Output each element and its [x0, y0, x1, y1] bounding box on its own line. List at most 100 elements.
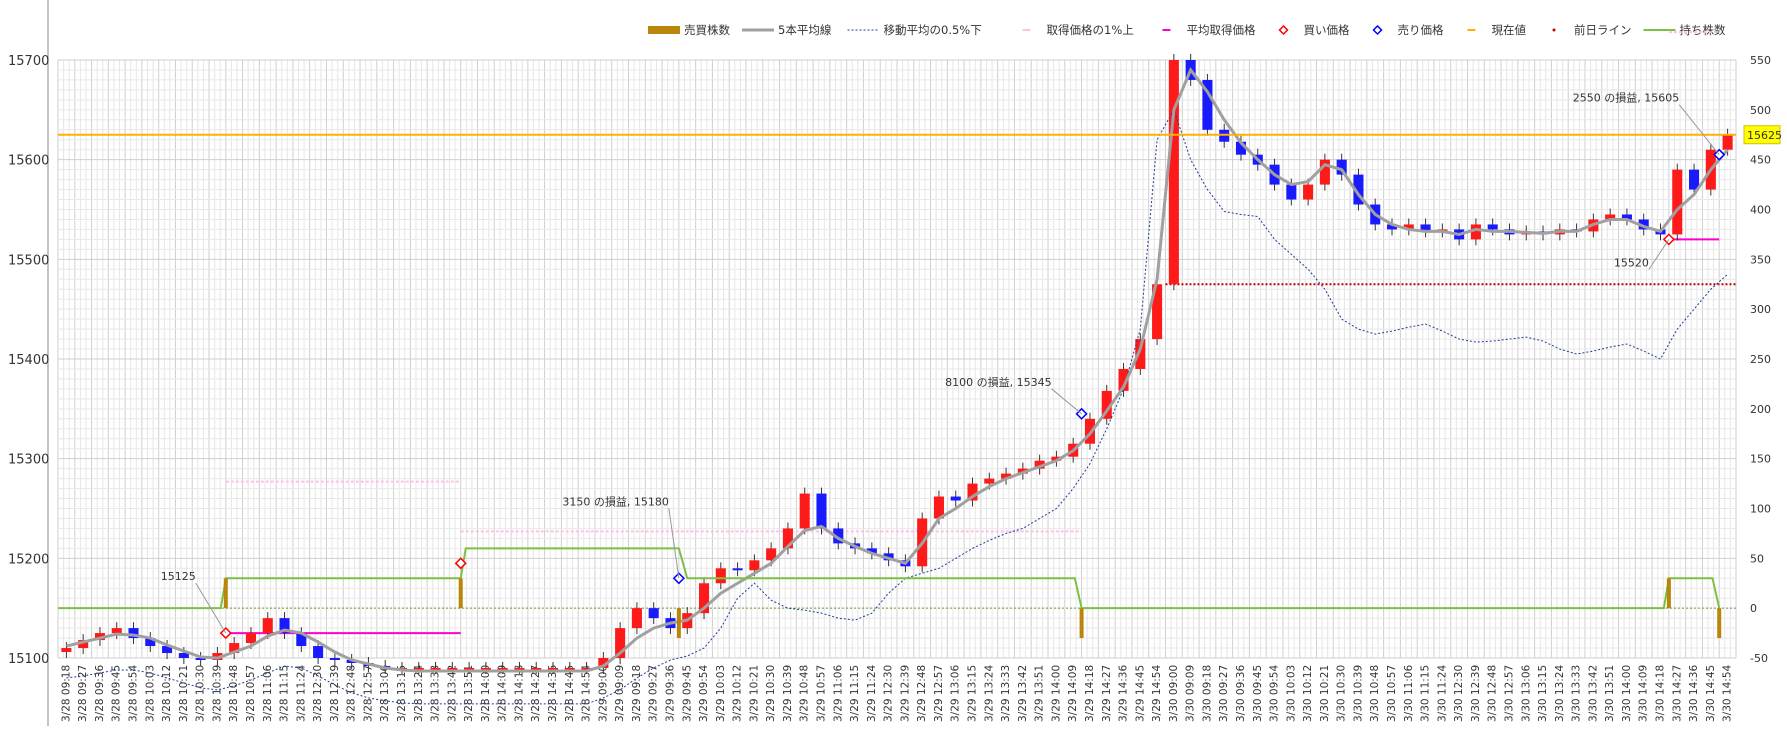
legend-label: 平均取得価格: [1187, 23, 1256, 37]
x-tick-label: 3/29 13:24: [983, 665, 995, 722]
candle-body: [1118, 368, 1129, 391]
x-tick-label: 3/28 09:54: [128, 665, 140, 722]
legend-item: 売り価格: [1372, 23, 1444, 37]
candle-body: [933, 496, 944, 519]
y-right-tick-label: 450: [1750, 154, 1771, 167]
x-tick-label: 3/29 12:30: [883, 665, 895, 722]
x-tick-label: 3/30 10:48: [1369, 665, 1381, 722]
annotation-label: 8100 の損益, 15345: [945, 375, 1051, 389]
annotation-leader: [195, 582, 227, 634]
volume-bar: [1079, 608, 1084, 639]
x-tick-label: 3/28 11:15: [279, 665, 291, 722]
candle-body: [262, 618, 273, 634]
legend-label: 買い価格: [1304, 23, 1350, 37]
x-tick-label: 3/30 12:48: [1487, 665, 1499, 722]
x-tick-label: 3/28 10:57: [245, 665, 257, 722]
x-tick-label: 3/29 14:18: [1084, 665, 1096, 722]
x-tick-label: 3/30 09:54: [1269, 665, 1281, 722]
x-tick-label: 3/29 12:57: [933, 665, 945, 722]
candle-body: [1152, 284, 1163, 340]
x-tick-label: 3/30 13:51: [1604, 665, 1616, 722]
x-tick-label: 3/28 14:27: [530, 665, 542, 722]
x-tick-label: 3/28 13:51: [463, 665, 475, 722]
legend-label: 5本平均線: [778, 23, 832, 37]
candle-body: [1336, 159, 1347, 175]
x-tick-label: 3/29 12:48: [916, 665, 928, 722]
plot-grid: [57, 59, 1737, 659]
annotation-leader: [1051, 388, 1082, 415]
y-left-tick-label: 15700: [8, 54, 49, 69]
y-left-tick-label: 15500: [8, 253, 49, 268]
candle-body: [162, 646, 173, 654]
x-tick-label: 3/29 10:12: [732, 665, 744, 722]
annotation-label: 15520: [1614, 256, 1649, 269]
candle-body: [950, 496, 961, 501]
x-tick-label: 3/29 11:06: [832, 665, 844, 722]
candle-body: [816, 493, 827, 529]
candle-body: [1286, 184, 1297, 200]
x-tick-label: 3/30 13:06: [1520, 665, 1532, 722]
series-layer: 15625 15125 3150 の損益, 15180 8100 の損益, 15345…: [58, 31, 1782, 705]
candle-body: [766, 548, 777, 561]
candle-body: [1420, 224, 1431, 232]
candle-body: [782, 528, 793, 549]
legend-label: 移動平均の0.5%下: [884, 23, 982, 37]
candle-body: [296, 633, 307, 647]
x-tick-label: 3/29 10:21: [748, 665, 760, 722]
candle-body: [833, 528, 844, 544]
legend-swatch-diamond: [1372, 24, 1383, 36]
candle-body: [1202, 79, 1213, 130]
candle-body: [1353, 174, 1364, 205]
x-tick-label: 3/29 10:48: [799, 665, 811, 722]
y-left-tick-label: 15600: [8, 154, 49, 169]
candle-body: [245, 633, 257, 644]
x-tick-label: 3/30 10:30: [1336, 665, 1348, 722]
candle-body: [464, 667, 475, 670]
candle-body: [1034, 460, 1045, 469]
x-tick-label: 3/30 12:57: [1503, 665, 1515, 722]
legend-item: 平均取得価格: [1162, 23, 1256, 37]
y-left-tick-label: 15300: [8, 453, 49, 468]
x-tick-label: 3/30 14:09: [1638, 665, 1650, 722]
x-tick-label: 3/29 13:51: [1034, 665, 1046, 722]
x-tick-label: 3/29 09:27: [648, 665, 660, 722]
current-price-badge: [1743, 125, 1781, 145]
candle-body: [1605, 214, 1616, 220]
x-tick-label: 3/30 12:39: [1470, 665, 1482, 722]
x-tick-label: 3/30 13:15: [1537, 665, 1549, 722]
x-tick-label: 3/30 11:15: [1420, 665, 1432, 722]
x-tick-label: 3/29 13:06: [950, 665, 962, 722]
x-tick-label: 3/29 14:27: [1101, 665, 1113, 722]
candle-body: [430, 667, 441, 670]
x-tick-label: 3/30 10:12: [1302, 665, 1314, 722]
legend-label: 現在値: [1492, 23, 1527, 37]
x-tick-label: 3/28 12:39: [329, 665, 341, 722]
x-tick-label: 3/29 14:00: [1050, 665, 1062, 722]
x-tick-label: 3/28 12:57: [362, 665, 374, 722]
y-left-tick-label: 15100: [8, 652, 49, 667]
legend-item: 持ち株数: [1643, 23, 1726, 37]
candle-body: [531, 667, 542, 670]
x-tick-label: 3/29 10:39: [782, 665, 794, 722]
volume-bar: [458, 578, 463, 609]
candle-body: [715, 568, 726, 584]
x-tick-label: 3/29 14:36: [1118, 665, 1130, 722]
candle-body: [229, 643, 240, 654]
candle-body: [145, 638, 156, 647]
x-tick-label: 3/30 14:18: [1654, 665, 1666, 722]
candle-body: [195, 658, 206, 660]
y-left-tick-label: 15200: [8, 552, 49, 567]
candle-body: [329, 658, 340, 660]
x-tick-label: 3/29 09:00: [597, 665, 609, 722]
candle-body: [1672, 169, 1683, 235]
x-tick-label: 3/28 10:30: [195, 665, 207, 722]
x-tick-label: 3/28 13:42: [446, 665, 458, 722]
sma5-line: [66, 67, 1729, 673]
x-tick-label: 3/28 12:30: [312, 665, 324, 722]
x-tick-label: 3/28 10:12: [161, 665, 173, 722]
candle-body: [413, 667, 424, 670]
y-right-tick-label: 300: [1750, 303, 1771, 316]
x-tick-label: 3/29 09:09: [614, 665, 626, 722]
x-tick-label: 3/29 10:57: [815, 665, 827, 722]
